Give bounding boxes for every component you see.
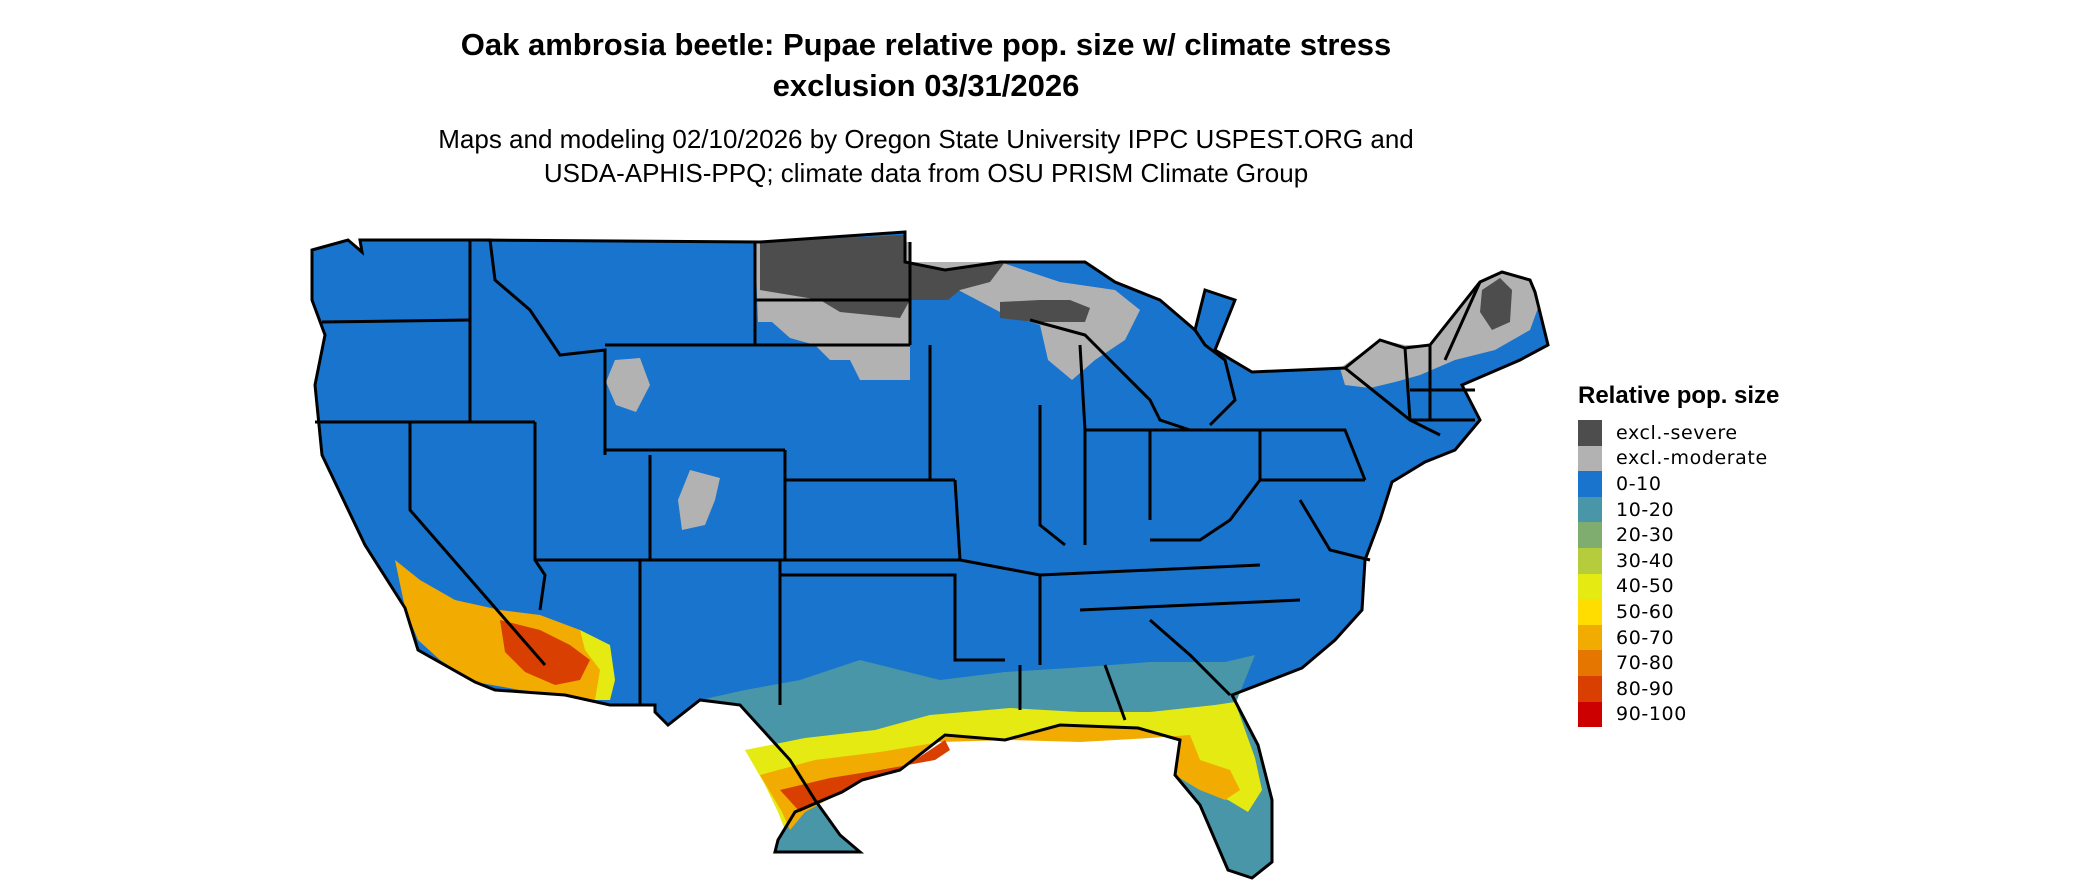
legend-swatch — [1578, 445, 1602, 472]
map-title-line2: exclusion 03/31/2026 — [772, 68, 1080, 103]
band-southwest-hot — [500, 620, 590, 685]
map-title: Oak ambrosia beetle: Pupae relative pop.… — [0, 24, 1852, 106]
legend-item: 40-50 — [1578, 573, 1779, 600]
legend: Relative pop. size excl.-severe excl.-mod… — [1578, 382, 1780, 728]
legend-title: Relative pop. size — [1578, 382, 1780, 409]
legend-label: 80-90 — [1616, 677, 1675, 700]
legend-item: 20-30 — [1578, 522, 1779, 548]
legend-items: excl.-severe excl.-moderate 0-10 10-20 20-30… — [1578, 420, 1779, 728]
state-borders — [310, 230, 1550, 880]
legend-label: excl.-severe — [1616, 421, 1738, 444]
legend-swatch — [1578, 624, 1602, 651]
legend-label: 10-20 — [1616, 498, 1675, 521]
legend-swatch — [1578, 573, 1602, 600]
legend-swatch — [1578, 599, 1602, 625]
excl-moderate-colorado — [678, 470, 720, 530]
legend-item: 50-60 — [1578, 599, 1779, 625]
legend-label: 0-10 — [1616, 472, 1662, 495]
legend-item: excl.-moderate — [1578, 445, 1779, 472]
legend-item: 60-70 — [1578, 624, 1779, 651]
map-title-line1: Oak ambrosia beetle: Pupae relative pop.… — [460, 27, 1392, 62]
legend-item: 70-80 — [1578, 650, 1779, 676]
legend-swatch — [1578, 471, 1602, 497]
excl-severe-maine — [1480, 278, 1512, 330]
legend-swatch — [1578, 650, 1602, 676]
legend-label: 30-40 — [1616, 549, 1675, 572]
map-subtitle-line2: USDA-APHIS-PPQ; climate data from OSU PR… — [543, 158, 1309, 188]
legend-label: 40-50 — [1616, 575, 1675, 598]
excl-moderate-wyoming — [606, 358, 650, 412]
legend-swatch — [1578, 420, 1602, 446]
legend-item: excl.-severe — [1578, 420, 1779, 446]
band-80-90-south — [780, 740, 950, 812]
band-southwest-fringe — [580, 630, 615, 700]
band-10-20-south — [700, 655, 1272, 878]
legend-item: 0-10 — [1578, 471, 1779, 497]
legend-label: 50-60 — [1616, 600, 1675, 623]
map-subtitle: Maps and modeling 02/10/2026 by Oregon S… — [0, 122, 1852, 190]
legend-swatch — [1578, 496, 1602, 523]
legend-swatch — [1578, 547, 1602, 574]
legend-label: excl.-moderate — [1616, 447, 1768, 470]
legend-swatch — [1578, 701, 1602, 728]
band-40-50-south — [745, 702, 1262, 830]
legend-swatch — [1578, 675, 1602, 702]
legend-label: 90-100 — [1616, 703, 1687, 726]
us-map — [310, 230, 1550, 880]
legend-item: 30-40 — [1578, 547, 1779, 574]
legend-item: 90-100 — [1578, 701, 1779, 728]
excl-severe-minnesota — [760, 235, 1005, 318]
map-subtitle-line1: Maps and modeling 02/10/2026 by Oregon S… — [438, 124, 1414, 154]
legend-swatch — [1578, 522, 1602, 548]
excl-severe-wisconsin — [1000, 300, 1090, 322]
legend-label: 20-30 — [1616, 524, 1675, 547]
legend-item: 10-20 — [1578, 496, 1779, 523]
legend-item: 80-90 — [1578, 675, 1779, 702]
legend-label: 60-70 — [1616, 626, 1675, 649]
legend-label: 70-80 — [1616, 652, 1675, 675]
conus-landmass — [312, 232, 1548, 878]
